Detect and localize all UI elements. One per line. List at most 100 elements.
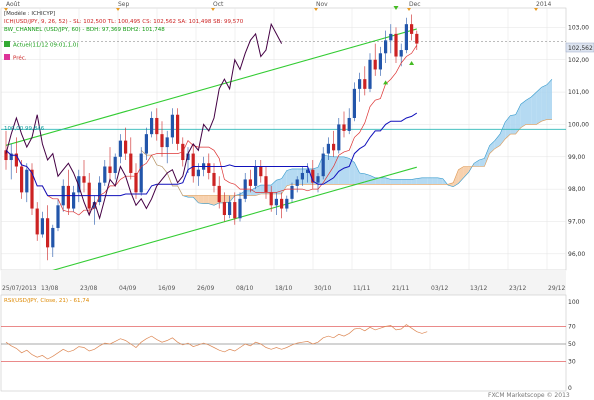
- cloud-segment: [484, 145, 490, 167]
- candle-body: [134, 172, 138, 193]
- month-label: Dec: [409, 1, 421, 8]
- price-tick-label: 100,00: [568, 121, 589, 128]
- cloud-segment: [510, 114, 516, 135]
- cloud-segment: [494, 134, 500, 149]
- candle-body: [295, 179, 299, 186]
- cloud-segment: [505, 115, 511, 139]
- senkou-b-line: [140, 119, 552, 196]
- prev-tag: Préc.: [13, 55, 27, 62]
- cloud-segment: [448, 182, 454, 187]
- month-marker: [407, 8, 411, 11]
- price-tick-label: 101,00: [568, 89, 589, 96]
- candle: [389, 24, 393, 54]
- candle-body: [399, 50, 403, 57]
- cloud-segment: [546, 79, 552, 120]
- cloud-segment: [437, 177, 443, 185]
- candle: [30, 163, 34, 216]
- rsi-line: [5, 324, 428, 360]
- candle: [165, 130, 169, 164]
- date-tick-label: 13/12: [470, 285, 487, 292]
- cloud-segment: [536, 87, 542, 125]
- candle: [217, 176, 221, 209]
- candle-body: [212, 172, 216, 186]
- cloud-segment: [276, 178, 282, 194]
- cloud-segment: [401, 179, 407, 185]
- candle: [233, 192, 237, 225]
- cloud-segment: [489, 140, 495, 154]
- candle: [72, 185, 76, 212]
- candle-body: [139, 153, 143, 193]
- month-label: Sep: [118, 1, 130, 8]
- candle-body: [337, 124, 341, 151]
- candle-body: [113, 156, 117, 173]
- candle: [66, 169, 70, 216]
- cloud-segment: [474, 160, 480, 167]
- cloud-segment: [380, 177, 386, 185]
- candle: [160, 121, 164, 157]
- chikou-line: [5, 22, 283, 220]
- candle: [259, 160, 263, 183]
- active-tag-swatch: [4, 41, 10, 47]
- candle-body: [300, 172, 304, 180]
- model-label: [Modèle : ICHICYP]: [4, 10, 55, 17]
- candle-body: [352, 88, 356, 118]
- candle: [98, 176, 102, 206]
- candle: [269, 185, 273, 212]
- candle-body: [207, 163, 211, 173]
- candle: [290, 182, 294, 203]
- candle-body: [9, 153, 13, 161]
- month-marker: [314, 8, 318, 11]
- cloud-segment: [463, 166, 469, 178]
- signal-arrow: [383, 80, 389, 85]
- month-label: Oct: [213, 1, 224, 8]
- candle-body: [233, 202, 237, 219]
- month-label: Nov: [316, 1, 328, 8]
- price-axis: 103,00 102,00 101,00 100,00 99,00 98,00 97,00 9…: [568, 24, 589, 257]
- candle: [238, 192, 242, 222]
- candle-body: [103, 166, 107, 183]
- price-tick-label: 98,00: [568, 186, 585, 193]
- candle-body: [150, 117, 154, 135]
- candle: [129, 137, 133, 180]
- cloud-segment: [224, 195, 230, 203]
- month-marker: [4, 8, 8, 11]
- candle: [222, 192, 226, 222]
- cloud-segment: [375, 177, 381, 185]
- candle: [108, 147, 112, 180]
- candle-body: [118, 140, 122, 157]
- candle: [337, 117, 341, 154]
- senkou-a-line: [140, 78, 553, 206]
- candle: [170, 108, 174, 144]
- date-tick-label: 25/07/2013: [2, 285, 37, 292]
- candle: [124, 127, 128, 161]
- cloud-segment: [520, 100, 526, 128]
- candle: [254, 160, 258, 190]
- date-tick-label: 11/11: [353, 285, 370, 292]
- rsi-tick-label: 0: [568, 385, 572, 392]
- candle: [295, 176, 299, 193]
- cloud-segment: [255, 185, 261, 196]
- hline-label: 100,00 99,846: [4, 126, 45, 132]
- active-tag: Actuel(11/12 09:01,1,0): [13, 43, 78, 49]
- candle-body: [186, 153, 190, 161]
- candle-body: [404, 24, 408, 51]
- candle: [332, 130, 336, 157]
- candle: [103, 160, 107, 186]
- candle-body: [98, 182, 102, 203]
- candle: [176, 108, 180, 151]
- month-label: 2014: [536, 1, 551, 8]
- indicator-lines: [5, 22, 418, 220]
- horizontal-line: [1, 41, 566, 130]
- candle-body: [342, 124, 346, 131]
- regression-channel: [5, 28, 417, 285]
- ichimoku-legend: ICH(USD/JPY, 9, 26, 52) - SL: 102,500 TL…: [4, 19, 244, 25]
- candle: [248, 169, 252, 193]
- date-tick-label: 23/12: [509, 285, 526, 292]
- date-axis-band: [1, 270, 566, 295]
- candle: [358, 72, 362, 102]
- candle: [25, 163, 29, 203]
- cloud-segment: [515, 104, 521, 135]
- date-tick-label: 08/10: [236, 285, 253, 292]
- candle-body: [358, 79, 362, 89]
